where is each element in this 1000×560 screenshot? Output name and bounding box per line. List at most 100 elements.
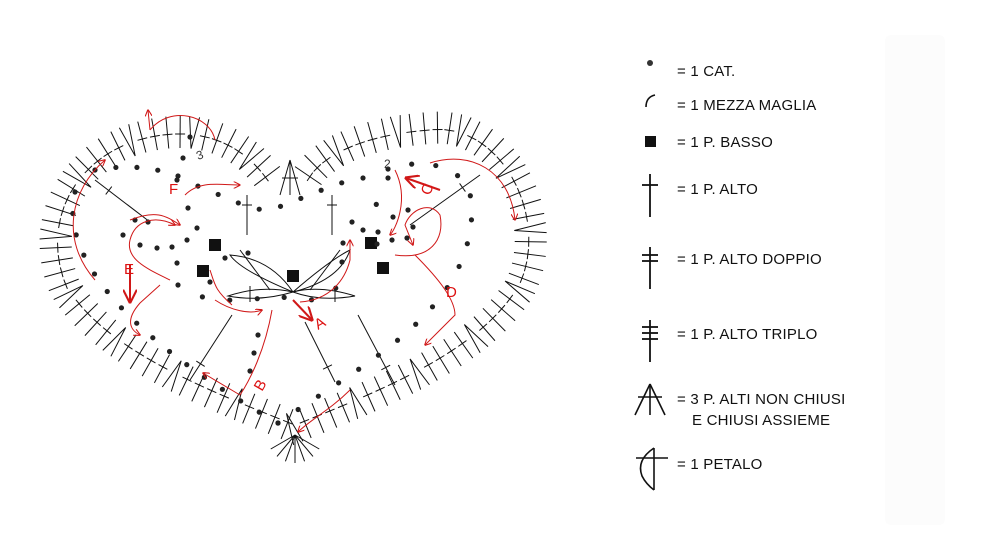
treble-stitch [501,172,531,189]
chain-dot [137,242,143,248]
v-stitch [39,228,72,240]
treble-stitch [117,334,137,362]
treble-stitch [509,198,541,209]
stitch-bar [337,403,348,409]
treble-stitch [95,319,117,346]
treble-stitch [189,314,233,381]
stitch-bar [487,147,496,156]
treble-stitch [267,403,281,434]
stitch-bar [103,150,113,158]
legend-label: = 1 P. ALTO [677,181,759,198]
stitch-bar [137,137,148,141]
chain-dot [429,304,436,310]
chain-dot [175,173,181,179]
treble-stitch [44,268,76,278]
chain-dot [154,245,160,251]
treble-stitch [39,246,72,250]
red-direction-arrow [414,254,456,345]
petal-stem [239,249,271,291]
chain-dot [295,406,301,413]
red-direction-arrow [203,309,273,396]
red-direction-arrow [406,178,441,191]
treble-stitch [94,179,151,223]
stitch-bar [488,314,497,323]
v-stitch [349,387,368,420]
treble-stitch [304,154,328,179]
treble-stitch [221,128,237,158]
chain-dot [413,321,419,327]
stitch-bar [59,267,64,278]
chain-dot [81,252,87,258]
chain-dot [104,288,110,295]
stitch-bar [234,148,244,155]
chain-dot [385,175,391,181]
red-direction-arrow [128,220,175,281]
chain-dot [339,180,345,186]
stitch-bar [511,176,517,186]
label-d: D [446,284,457,301]
treble-stitch [153,354,170,384]
stitch-bar [343,145,353,151]
treble-stitch [57,178,86,197]
stitch-bar [219,393,230,399]
red-direction-arrow [394,207,442,257]
treble-stitch [422,112,427,145]
treble-stitch [242,393,256,424]
treble-stitch [304,321,336,383]
stitch-bar [355,141,365,146]
chain-dot [433,162,439,169]
treble-stitch [203,377,218,408]
treble-stitch [201,119,210,151]
fan-stitch [284,434,296,462]
v-stitch [118,124,136,157]
stitch-bar [105,186,113,195]
chain-dot [118,305,125,311]
single-crochet-square [197,265,209,277]
stitch-bar [102,327,112,335]
treble-stitch [48,278,79,292]
stitch-bar [196,360,205,367]
stitch-bar [299,418,310,424]
treble-stitch [443,338,462,367]
stitch-bar [479,323,488,331]
chain-dot [374,241,380,247]
chain-dot [256,409,262,415]
square-icon [645,136,656,147]
treble-stitch [141,348,159,377]
chain-dot [349,219,355,225]
chain-dot [207,279,213,285]
chain-dot [185,205,191,211]
stitch-bar [362,392,373,398]
red-direction-arrow [292,299,312,320]
chain-dot [150,335,156,341]
chain-dot [409,161,415,167]
v-stitch [102,327,127,357]
stitch-bar [525,211,528,222]
treble-stitch [361,381,376,412]
stitch-bar [123,343,133,350]
stitch-bar [58,218,61,229]
treble-stitch [298,408,312,439]
v-stitch [455,114,472,147]
single-crochet-square [209,239,221,251]
treble-stitch [513,251,546,257]
stitch-bar [458,340,467,347]
stitch-bar [93,157,102,165]
stitch-bar [206,388,217,394]
stitch-bar [162,133,173,136]
v-stitch [514,222,547,234]
petal [292,249,351,293]
stitch-bar [199,135,210,139]
v-stitch [409,358,430,390]
chain-dot [255,332,261,338]
chain-dot [134,320,140,326]
stitch-bar [322,156,331,164]
stitch-bar [57,255,61,266]
fan-stitch [294,434,306,462]
chain-dot [134,164,140,171]
stitch-bar [223,142,233,148]
chain-dot [120,232,126,238]
cluster-stitch [279,159,301,196]
dc-symbol-icon [642,174,658,217]
stitch-bar [114,145,124,151]
